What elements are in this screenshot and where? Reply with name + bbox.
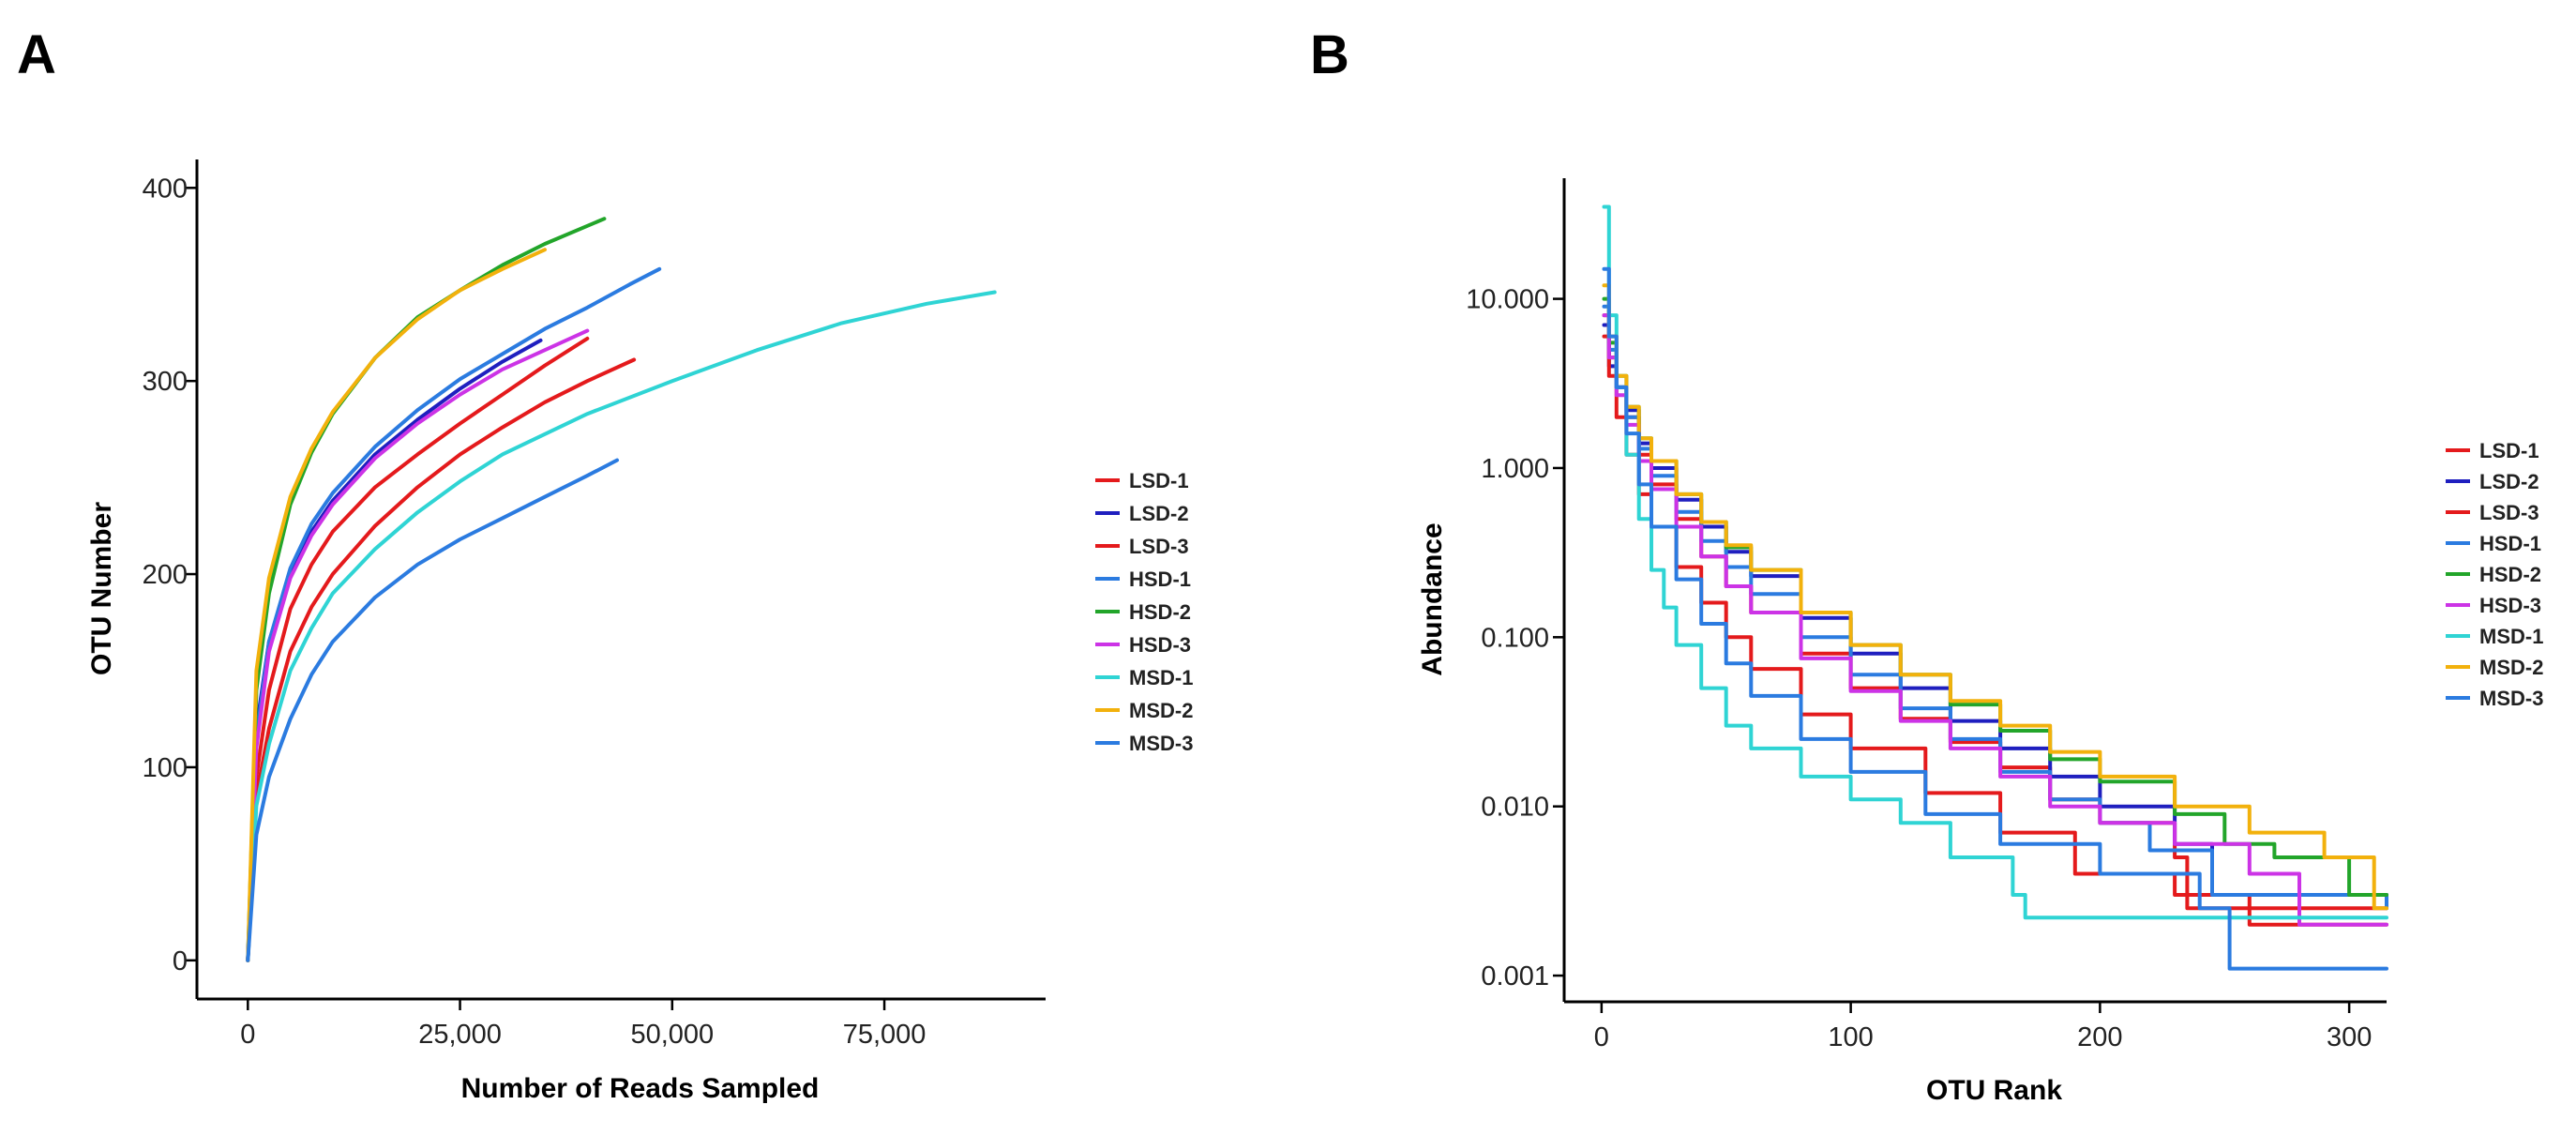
y-tick-label-a: 0 [173, 946, 188, 976]
y-tick-label-b: 1.000 [1481, 454, 1549, 484]
legend-label-msd-2: MSD-2 [1129, 699, 1193, 722]
legend-label-hsd-2: HSD-2 [2479, 563, 2541, 586]
series-line-msd-1 [246, 290, 997, 962]
panel-b-letter: B [1310, 24, 1349, 85]
series-line-hsd-2 [1602, 296, 2388, 897]
y-tick-label-b: 0.100 [1481, 623, 1549, 653]
x-tick-label-b: 300 [2327, 1022, 2372, 1052]
series-line-lsd-2 [1602, 323, 2388, 897]
series-line-hsd-1 [246, 266, 662, 962]
series-line-msd-2 [1602, 283, 2388, 911]
series-line-msd-2 [246, 248, 547, 962]
panel-a-letter: A [17, 24, 56, 85]
x-tick-label-b: 200 [2077, 1022, 2122, 1052]
x-tick-label-b: 0 [1594, 1022, 1609, 1052]
x-axis-title-b: OTU Rank [1926, 1075, 2062, 1106]
legend-a: LSD-1 LSD-2 LSD-3 HSD-1 HSD-2 HSD-3 MSD-1 MSD-2… [1095, 469, 1193, 755]
series-group-b [1602, 204, 2388, 971]
legend-label-msd-1: MSD-1 [1129, 666, 1193, 689]
y-tick-label-a: 400 [143, 174, 188, 204]
series-line-lsd-1 [1602, 313, 2388, 911]
y-tick-label-a: 200 [143, 560, 188, 590]
legend-label-lsd-1: LSD-1 [2479, 439, 2539, 462]
series-line-lsd-3 [1602, 334, 2388, 927]
legend-label-hsd-3: HSD-3 [1129, 633, 1191, 657]
series-group-a [246, 217, 997, 962]
series-line-msd-3 [246, 458, 619, 962]
series-line-hsd-3 [246, 328, 590, 962]
y-tick-label-a: 100 [143, 753, 188, 783]
legend-label-hsd-1: HSD-1 [1129, 568, 1191, 591]
legend-label-hsd-3: HSD-3 [2479, 594, 2541, 617]
legend-label-hsd-1: HSD-1 [2479, 532, 2541, 555]
legend-label-msd-2: MSD-2 [2479, 656, 2543, 679]
legend-label-lsd-3: LSD-3 [1129, 535, 1189, 558]
y-tick-label-b: 10.000 [1466, 285, 1549, 315]
rank-abundance-chart: 0 100 200 300 0.001 0.010 0.100 1.000 10.000 OTU … [1417, 178, 2543, 1106]
legend-label-lsd-2: LSD-2 [2479, 470, 2539, 493]
series-line-hsd-3 [1602, 313, 2388, 927]
x-tick-label-b: 100 [1828, 1022, 1873, 1052]
rarefaction-chart: 0 25,000 50,000 75,000 0 100 200 300 400 Number o… [86, 159, 1193, 1104]
y-tick-label-b: 0.001 [1481, 961, 1549, 991]
legend-label-msd-3: MSD-3 [2479, 687, 2543, 710]
legend-label-hsd-2: HSD-2 [1129, 600, 1191, 624]
y-axis-title-a: OTU Number [86, 502, 117, 675]
x-axis-title-a: Number of Reads Sampled [461, 1073, 820, 1104]
y-axis-title-b: Abundance [1417, 522, 1448, 675]
legend-label-msd-3: MSD-3 [1129, 732, 1193, 755]
series-line-msd-3 [1602, 266, 2388, 971]
series-line-lsd-3 [246, 357, 637, 962]
series-line-msd-1 [1602, 204, 2388, 920]
legend-b: LSD-1 LSD-2 LSD-3 HSD-1 HSD-2 HSD-3 MSD-1 MSD-2… [2446, 439, 2543, 710]
legend-label-lsd-2: LSD-2 [1129, 502, 1189, 525]
x-tick-label-a: 75,000 [843, 1020, 926, 1050]
legend-label-lsd-3: LSD-3 [2479, 501, 2539, 524]
series-line-lsd-1 [246, 336, 590, 962]
x-tick-label-a: 0 [240, 1020, 255, 1050]
y-tick-label-b: 0.010 [1481, 793, 1549, 823]
y-tick-label-a: 300 [143, 367, 188, 397]
legend-label-lsd-1: LSD-1 [1129, 469, 1189, 492]
x-tick-label-a: 25,000 [418, 1020, 502, 1050]
series-line-hsd-1 [1602, 304, 2388, 911]
legend-label-msd-1: MSD-1 [2479, 625, 2543, 648]
x-tick-label-a: 50,000 [630, 1020, 714, 1050]
